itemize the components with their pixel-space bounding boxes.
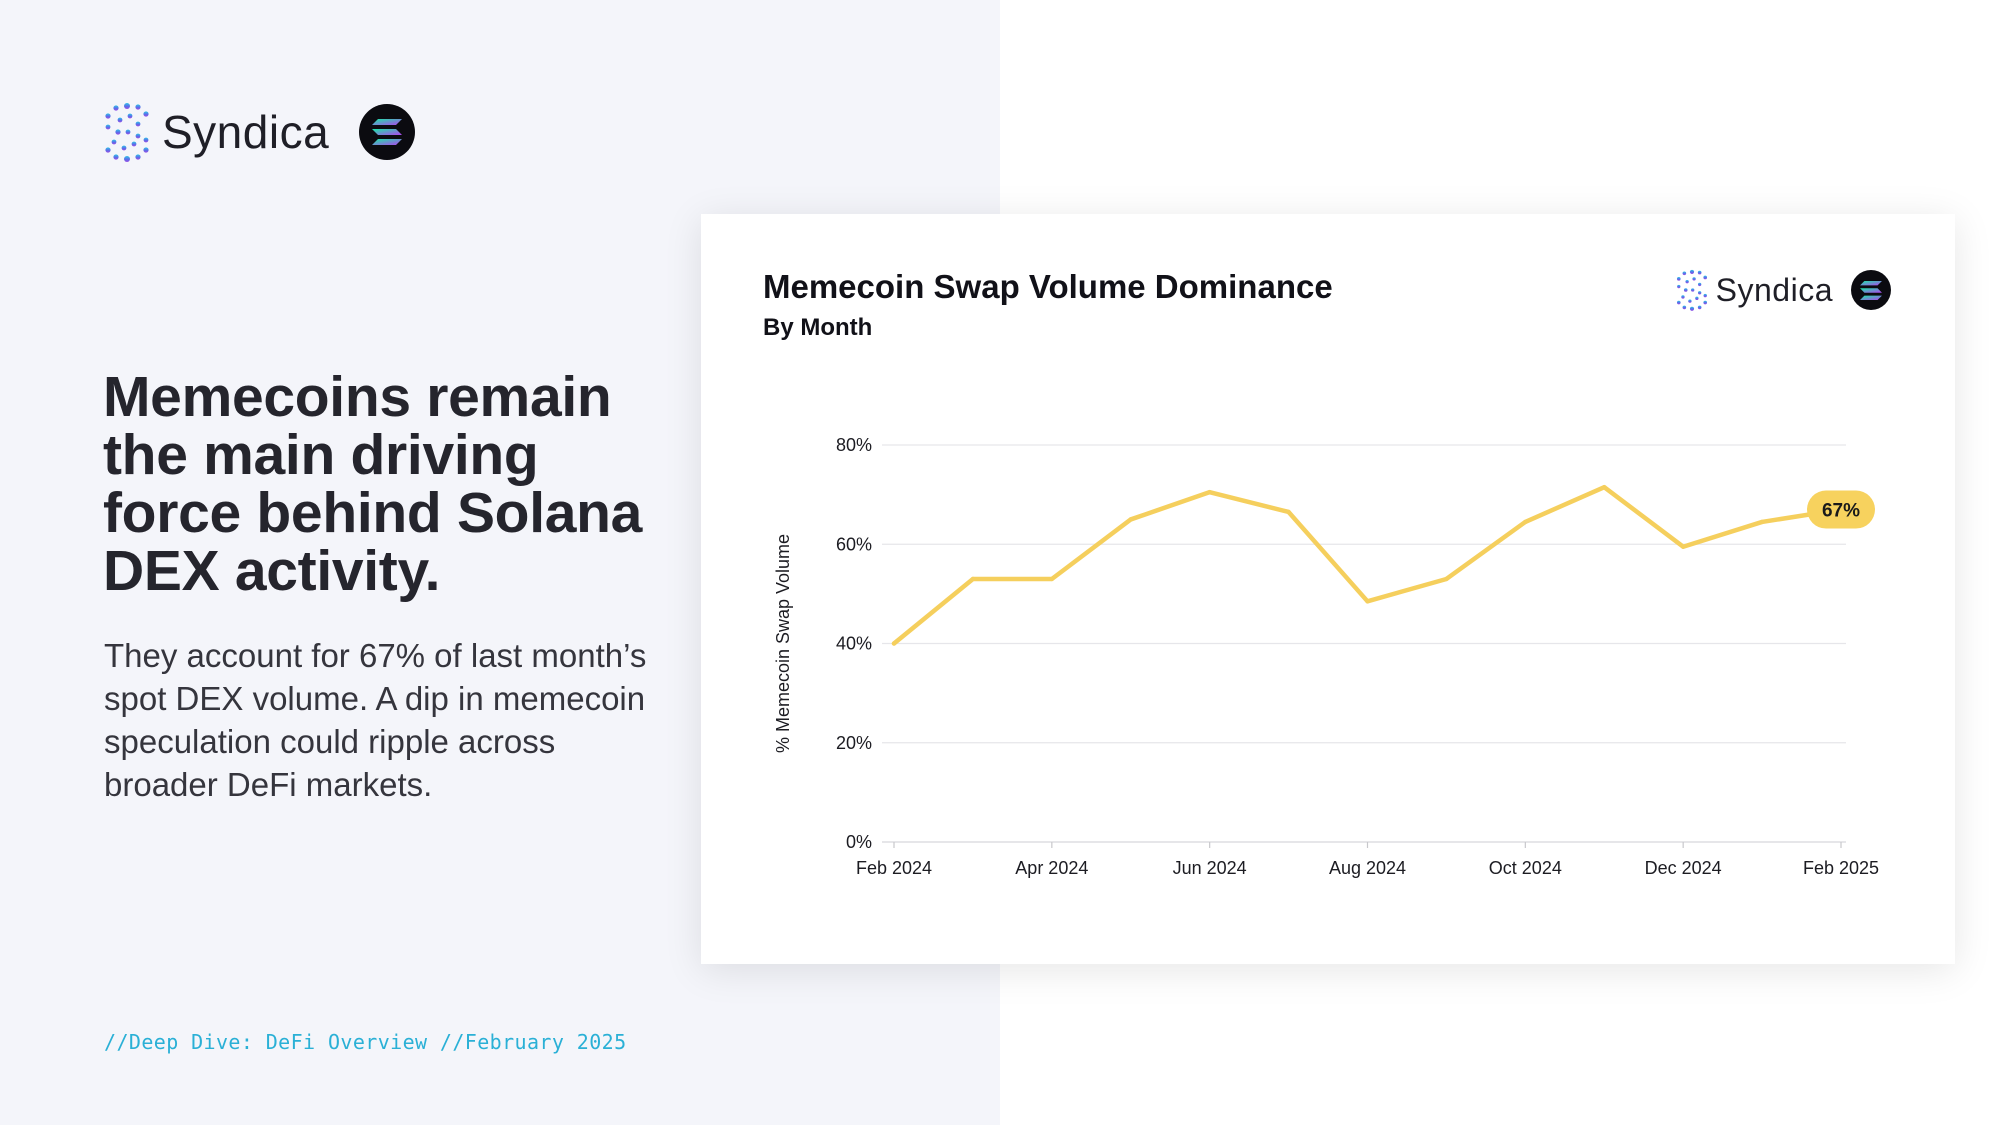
line-chart: 0% 20% 40% 60% 80% Feb 2024 Apr 2024 Jun 2024 Au…: [773, 435, 1879, 878]
data-point: [1128, 517, 1133, 522]
data-point: [1602, 484, 1607, 490]
solana-logo-icon: [359, 104, 416, 160]
headline: Memecoins remain the main driving force …: [103, 365, 643, 603]
chart-brand-logo: Syndica: [1676, 268, 1891, 312]
data-point: [1759, 519, 1765, 525]
y-tick-label: 60%: [836, 534, 872, 554]
syndica-logo-icon: [105, 103, 149, 162]
chart-card: Memecoin Swap Volume Dominance By Month: [701, 214, 1955, 964]
y-tick-label: 0%: [846, 832, 872, 852]
chart-brand-name: Syndica: [1715, 271, 1833, 308]
x-tick-label: Aug 2024: [1329, 858, 1406, 878]
subtext: They account for 67% of last month’s spo…: [104, 637, 647, 803]
brand-logo: Syndica: [104, 100, 416, 164]
data-point: [970, 576, 976, 582]
y-axis-title: % Memecoin Swap Volume: [773, 534, 793, 753]
chart-title: Memecoin Swap Volume Dominance: [763, 268, 1333, 305]
x-tick-label: Feb 2025: [1803, 858, 1879, 878]
syndica-logo-icon: [1676, 269, 1707, 311]
y-tick-label: 40%: [836, 634, 872, 654]
footer-tag: //Deep Dive: DeFi Overview //February 20…: [104, 1030, 627, 1054]
chart-subtitle: By Month: [763, 314, 873, 341]
x-tick-label: Apr 2024: [1015, 858, 1088, 878]
data-point: [1207, 489, 1212, 495]
x-tick-label: Feb 2024: [856, 858, 932, 878]
data-point: [1286, 509, 1291, 515]
data-point: [1365, 599, 1370, 604]
data-point: [1444, 576, 1449, 582]
x-tick-label: Oct 2024: [1489, 858, 1562, 878]
y-tick-label: 20%: [836, 733, 872, 753]
x-tick-label: Dec 2024: [1645, 858, 1722, 878]
data-point: [891, 641, 897, 646]
data-point: [1049, 576, 1055, 582]
data-point: [1680, 544, 1686, 549]
brand-name: Syndica: [162, 106, 330, 158]
x-tick-label: Jun 2024: [1173, 858, 1247, 878]
solana-logo-icon: [1851, 270, 1891, 310]
y-tick-label: 80%: [836, 435, 872, 455]
value-badge-label: 67%: [1822, 501, 1860, 522]
data-point: [1523, 519, 1528, 525]
series-line: [891, 484, 1844, 646]
value-badge: [1807, 490, 1875, 529]
